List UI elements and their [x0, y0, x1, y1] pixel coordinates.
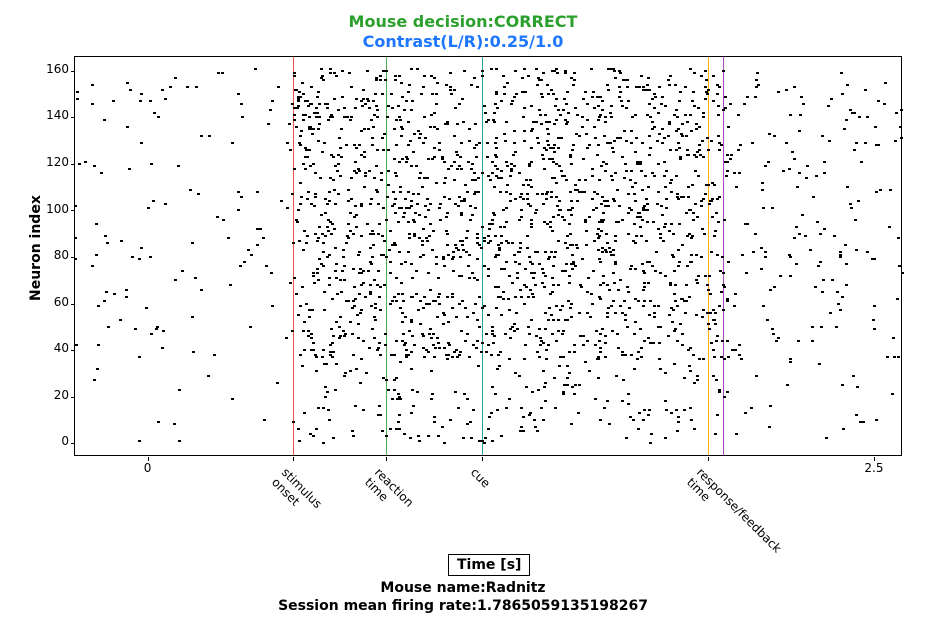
- x-tick-label: cue: [468, 461, 497, 490]
- y-tick-label: 140: [46, 108, 75, 122]
- y-tick-label: 160: [46, 62, 75, 76]
- raster-plot-area: 0204060801001201401600stimulusonsetreact…: [74, 56, 902, 456]
- x-tick-label: 0: [144, 455, 152, 475]
- y-tick-label: 20: [54, 388, 75, 402]
- y-tick-label: 60: [54, 295, 75, 309]
- title-line-1: Mouse decision:CORRECT: [0, 12, 926, 31]
- x-tick-label: 2.5: [864, 455, 883, 475]
- y-tick-label: 120: [46, 155, 75, 169]
- y-tick-label: 40: [54, 341, 75, 355]
- x-tick-label: reactiontime: [362, 461, 421, 520]
- y-axis-label: Neuron index: [28, 195, 44, 301]
- x-tick-label: stimulusonset: [269, 461, 329, 521]
- x-tick-label: response/feedbacktime: [684, 461, 788, 565]
- x-axis-label: Time [s]: [448, 554, 530, 576]
- y-tick-label: 100: [46, 202, 75, 216]
- x-tick-mark: [708, 457, 709, 461]
- raster-spikes: [75, 57, 901, 455]
- y-tick-label: 80: [54, 248, 75, 262]
- y-tick-label: 0: [61, 434, 75, 448]
- figure: Mouse decision:CORRECT Contrast(L/R):0.2…: [0, 0, 926, 626]
- firing-rate-label: Session mean firing rate:1.7865059135198…: [0, 598, 926, 614]
- mouse-name-label: Mouse name:Radnitz: [0, 580, 926, 596]
- title-line-2: Contrast(L/R):0.25/1.0: [0, 32, 926, 51]
